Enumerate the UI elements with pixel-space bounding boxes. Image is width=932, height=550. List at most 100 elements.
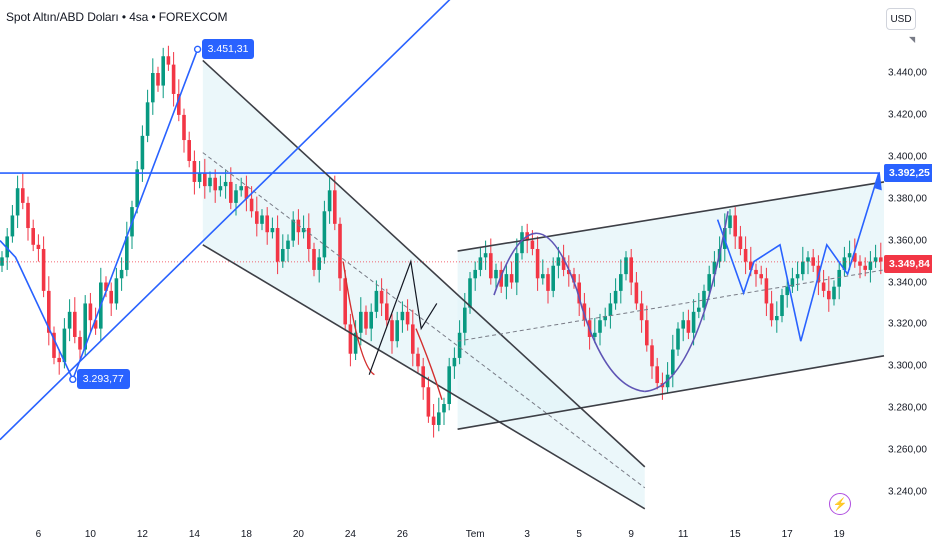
candle-body	[535, 248, 540, 279]
candle-body	[494, 269, 498, 279]
candle-body	[442, 404, 446, 413]
candle-body	[119, 269, 124, 279]
falling-channel-lower	[202, 244, 646, 510]
wave-curve-2	[644, 211, 729, 393]
candle-body	[88, 303, 93, 321]
candle-body	[385, 303, 389, 321]
candle-body	[359, 311, 363, 333]
price-tick-label: 3.420,00	[888, 109, 927, 121]
candle-body	[572, 274, 576, 283]
candle-body	[681, 320, 685, 329]
candle-body	[691, 311, 696, 333]
candle-body	[478, 257, 483, 270]
candle-body	[541, 274, 545, 279]
candle-body	[567, 269, 571, 275]
price-tick-label: 3.300,00	[888, 360, 927, 372]
candle-body	[738, 236, 743, 249]
swing-high-label[interactable]: 3.451,31	[201, 39, 255, 60]
candle-body	[879, 257, 883, 262]
candle-body	[322, 211, 327, 258]
candle-body	[785, 286, 789, 296]
candle-body	[858, 261, 862, 266]
time-tick-label: 3	[524, 529, 530, 540]
lightning-icon[interactable]: ⚡	[829, 493, 851, 515]
candle-body	[733, 215, 737, 237]
candle-body	[489, 253, 493, 279]
scale-corner-icon[interactable]: ◥	[909, 35, 916, 44]
low-anchor	[69, 375, 77, 384]
candle-body	[728, 215, 732, 229]
candle-body	[379, 290, 384, 304]
candle-body	[598, 320, 602, 333]
candle-body	[187, 140, 191, 161]
candle-body	[10, 215, 15, 237]
swing-low-label[interactable]: 3.293,77	[76, 369, 130, 390]
time-tick-label: 19	[833, 529, 845, 540]
candle-body	[301, 228, 306, 233]
candle-body	[629, 257, 633, 283]
candle-body	[754, 269, 758, 275]
price-tick-label: 3.280,00	[888, 402, 927, 414]
candle-body	[842, 257, 847, 270]
candle-body	[452, 357, 457, 367]
candle-body	[806, 257, 810, 262]
candle-body	[26, 202, 30, 229]
time-tick-label: 12	[136, 529, 148, 540]
currency-button[interactable]: USD	[886, 8, 916, 30]
candle-body	[416, 353, 420, 367]
time-tick-label: 9	[628, 529, 634, 540]
candle-body	[853, 253, 857, 262]
price-tick-label: 3.380,00	[888, 193, 927, 205]
candle-body	[561, 257, 566, 270]
candle-body	[400, 311, 405, 321]
candle-body	[551, 265, 555, 291]
price-tick-label: 3.240,00	[888, 486, 927, 498]
zigzag-left	[0, 49, 199, 382]
candle-body	[265, 215, 269, 233]
candle-body	[577, 282, 581, 304]
time-tick-label: 10	[84, 529, 96, 540]
candle-body	[333, 190, 337, 224]
red-arrow-curve	[415, 328, 443, 401]
candle-body	[707, 274, 711, 291]
candle-body	[873, 257, 878, 262]
candle-body	[343, 278, 347, 325]
candle-body	[509, 274, 514, 283]
price-tick-label: 3.320,00	[888, 318, 927, 330]
candle-body	[270, 228, 275, 233]
candle-body	[67, 311, 72, 329]
candle-body	[697, 307, 701, 312]
candle-body	[41, 248, 46, 291]
candle-body	[520, 232, 524, 254]
candle-body	[21, 188, 25, 203]
candle-body	[447, 366, 451, 405]
candle-body	[712, 261, 717, 275]
candle-body	[801, 261, 805, 275]
candle-body	[135, 169, 139, 208]
candle-body	[312, 248, 316, 270]
candle-body	[650, 345, 654, 367]
candle-body	[655, 366, 659, 384]
candle-body	[208, 177, 212, 187]
price-tick-label: 3.340,00	[888, 277, 927, 288]
candle-body	[676, 328, 680, 350]
candle-body	[255, 211, 259, 224]
candle-body	[821, 282, 826, 291]
candle-body	[109, 290, 113, 304]
candle-body	[759, 274, 763, 279]
candle-body	[161, 56, 165, 86]
time-tick-label: 6	[35, 529, 42, 540]
candle-body	[743, 248, 748, 262]
candle-body	[499, 269, 503, 287]
falling-channel-median	[202, 152, 646, 489]
candle-body	[437, 412, 441, 425]
candle-body	[411, 324, 415, 354]
candle-body	[686, 320, 691, 333]
candle-body	[338, 223, 342, 279]
horizontal-line-price-label: 3.392,25	[884, 164, 932, 183]
candle-body	[93, 320, 98, 329]
candle-body	[457, 332, 462, 358]
candle-body	[530, 240, 535, 249]
candle-body	[151, 73, 155, 103]
